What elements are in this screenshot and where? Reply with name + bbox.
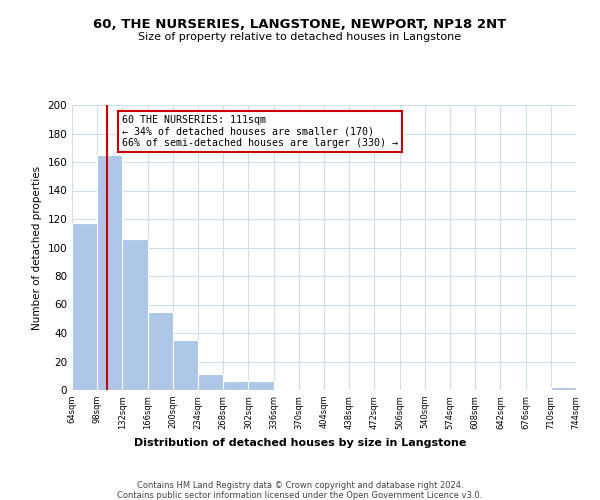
Text: Contains HM Land Registry data © Crown copyright and database right 2024.: Contains HM Land Registry data © Crown c…: [137, 480, 463, 490]
Text: Size of property relative to detached houses in Langstone: Size of property relative to detached ho…: [139, 32, 461, 42]
Bar: [173, 340, 198, 390]
Bar: [223, 382, 248, 390]
Bar: [122, 239, 148, 390]
Text: Distribution of detached houses by size in Langstone: Distribution of detached houses by size …: [134, 438, 466, 448]
Text: Contains public sector information licensed under the Open Government Licence v3: Contains public sector information licen…: [118, 490, 482, 500]
Text: 60, THE NURSERIES, LANGSTONE, NEWPORT, NP18 2NT: 60, THE NURSERIES, LANGSTONE, NEWPORT, N…: [94, 18, 506, 30]
Y-axis label: Number of detached properties: Number of detached properties: [32, 166, 42, 330]
Bar: [148, 312, 173, 390]
Text: 60 THE NURSERIES: 111sqm
← 34% of detached houses are smaller (170)
66% of semi-: 60 THE NURSERIES: 111sqm ← 34% of detach…: [122, 115, 398, 148]
Bar: [72, 224, 97, 390]
Bar: [97, 155, 122, 390]
Bar: [198, 374, 223, 390]
Bar: [248, 382, 274, 390]
Bar: [551, 387, 576, 390]
